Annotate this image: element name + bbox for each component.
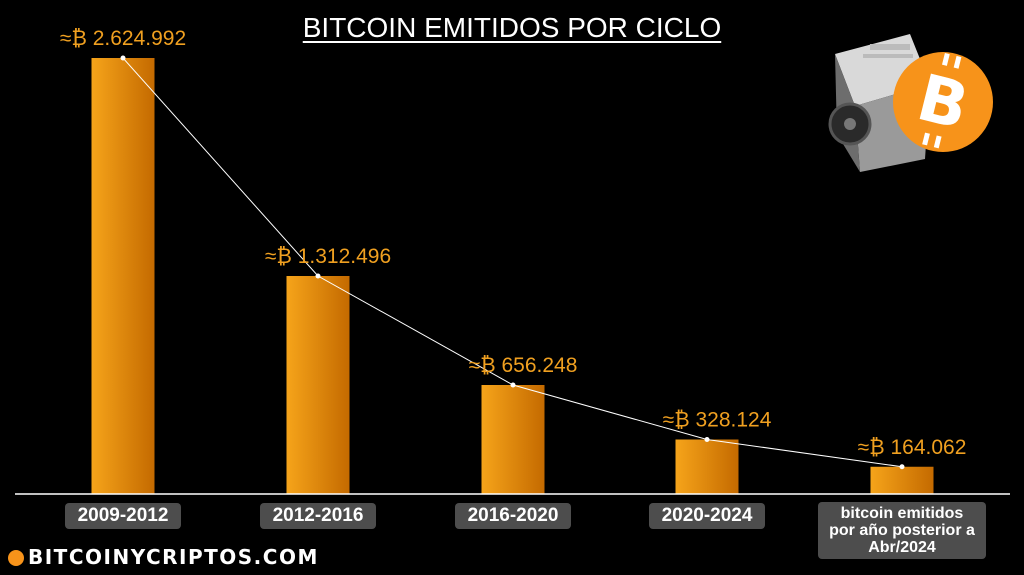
x-tick-label: 2009-2012	[65, 503, 181, 529]
data-label: ≈₿ 656.248	[469, 354, 578, 377]
data-label: ≈₿ 328.124	[663, 409, 772, 432]
bitcoin-coin-icon	[8, 550, 24, 566]
trend-point	[120, 55, 126, 61]
brand-watermark: BITCOINYCRIPTOS.COM	[8, 545, 319, 569]
bar-2016-2020	[481, 385, 545, 494]
bar-2009-2012	[91, 58, 155, 494]
data-label: ≈₿ 2.624.992	[60, 27, 186, 50]
x-tick-label: 2012-2016	[260, 503, 376, 529]
data-label: ≈₿ 1.312.496	[265, 245, 391, 268]
chart-title: BITCOIN EMITIDOS POR CICLO	[302, 12, 722, 43]
trend-point	[510, 382, 516, 388]
bar-2020-2024	[675, 439, 739, 494]
trend-point	[315, 273, 321, 279]
x-tick-label: 2016-2020	[455, 503, 571, 529]
x-tick-label: 2020-2024	[649, 503, 765, 529]
bar-bitcoin-emitidos-por-a-o-posterior-a-abr-2024	[870, 466, 934, 494]
data-label: ≈₿ 164.062	[858, 436, 967, 459]
trend-point	[704, 437, 710, 442]
bar-2012-2016	[286, 276, 350, 494]
bitcoin-logo-icon: B	[828, 34, 993, 172]
x-tick-label: bitcoin emitidos por año posterior a Abr/2…	[818, 502, 986, 559]
trend-point	[899, 464, 905, 470]
brand-text: BITCOINYCRIPTOS.COM	[28, 545, 319, 569]
